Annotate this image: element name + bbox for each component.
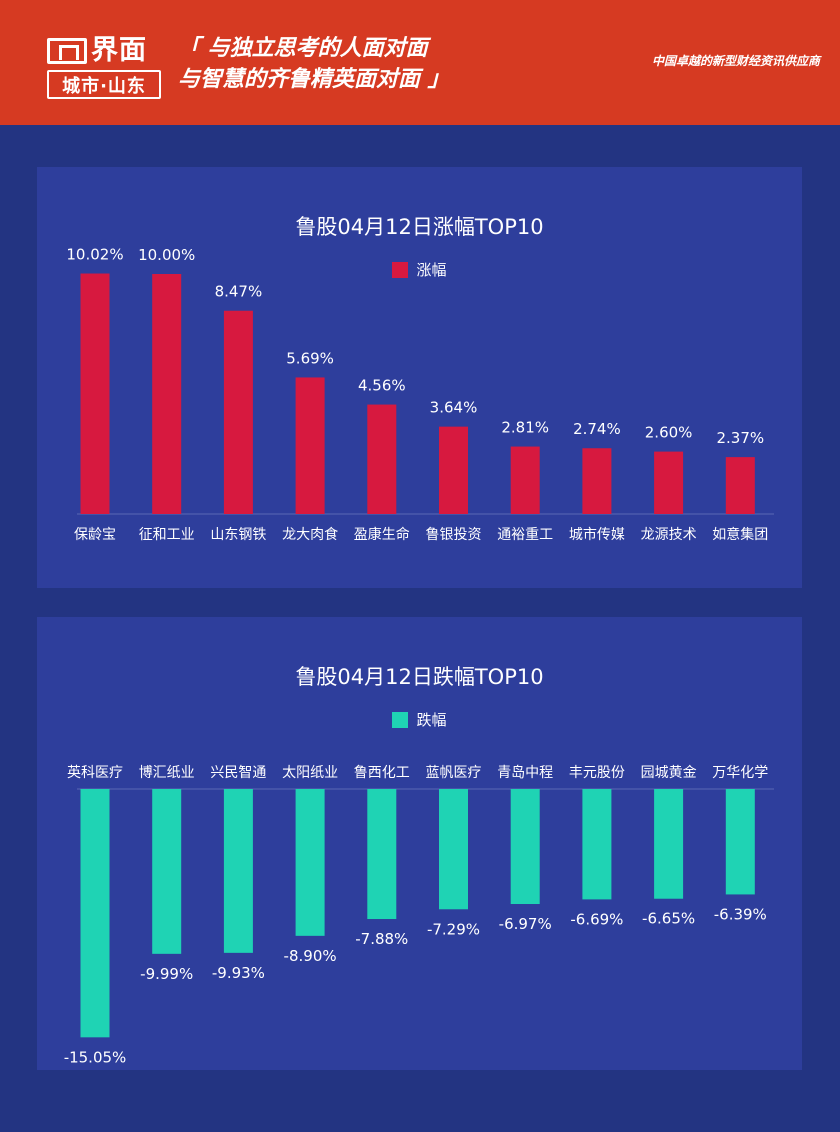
gain-category-label: 龙大肉食 xyxy=(282,526,338,543)
loss-bar xyxy=(439,789,468,910)
gain-data-label: 4.56% xyxy=(358,377,406,395)
gain-legend-label: 涨幅 xyxy=(416,261,447,279)
loss-category-label: 青岛中程 xyxy=(497,765,553,781)
logo-subtitle: 城市·山东 xyxy=(47,70,161,99)
loss-bar xyxy=(510,789,540,905)
gain-data-label: 3.64% xyxy=(430,399,478,417)
loss-category-label: 万华化学 xyxy=(712,765,768,781)
gain-category-label: 城市传媒 xyxy=(569,526,625,543)
loss-data-label: -6.97% xyxy=(499,915,552,933)
loss-data-label: -6.65% xyxy=(642,910,695,928)
gain-category-label: 如意集团 xyxy=(712,526,768,543)
loss-data-label: -9.99% xyxy=(140,965,193,983)
gain-bar xyxy=(295,377,325,514)
loss-category-label: 园城黄金 xyxy=(641,764,697,781)
loss-bar xyxy=(582,789,612,900)
gain-data-label: 10.02% xyxy=(66,246,123,264)
gain-chart-title: 鲁股04月12日涨幅TOP10 xyxy=(295,215,544,239)
gain-bar xyxy=(582,448,612,514)
gain-data-label: 10.00% xyxy=(138,246,195,264)
gain-bar xyxy=(80,273,110,514)
loss-bar xyxy=(295,789,325,936)
gain-bar xyxy=(439,426,468,514)
jiemian-logo-icon xyxy=(47,38,87,64)
loss-legend-swatch xyxy=(392,711,409,728)
gain-legend-swatch xyxy=(392,261,409,278)
gain-category-label: 龙源技术 xyxy=(641,527,697,543)
loss-bar xyxy=(80,789,110,1038)
loss-data-label: -6.39% xyxy=(714,905,767,923)
loss-bar-chart: -15.05% 英科医疗 -9.99% 博汇纸业 -9.93% 兴民智通 -8.90% 太阳纸… xyxy=(64,764,774,1066)
loss-category-label: 兴民智通 xyxy=(210,765,266,781)
loss-data-label: -8.90% xyxy=(284,947,337,965)
loss-category-label: 太阳纸业 xyxy=(282,765,338,781)
gain-bar xyxy=(725,457,755,514)
slogan: 「 与独立思考的人面对面 与智慧的齐鲁精英面对面 」 xyxy=(178,33,508,95)
loss-chart-title: 鲁股04月12日跌幅TOP10 xyxy=(295,665,544,689)
logo-name: 界面 xyxy=(91,35,147,66)
slogan-line-2: 与智慧的齐鲁精英面对面 」 xyxy=(178,67,450,92)
loss-category-label: 丰元股份 xyxy=(569,765,625,781)
gain-category-label: 盈康生命 xyxy=(354,526,410,543)
loss-legend-label: 跌幅 xyxy=(416,711,447,729)
gain-category-label: 通裕重工 xyxy=(497,527,553,543)
gain-data-label: 8.47% xyxy=(215,283,263,301)
loss-bar xyxy=(367,789,397,920)
gain-data-label: 2.60% xyxy=(645,424,693,442)
gain-category-label: 征和工业 xyxy=(139,527,195,543)
loss-data-label: -7.29% xyxy=(427,920,480,938)
gain-chart-panel: 鲁股04月12日涨幅TOP10 涨幅 10.02% 保龄宝 10.00% 征和工业 8.… xyxy=(37,167,802,588)
loss-category-label: 英科医疗 xyxy=(67,764,123,781)
loss-data-label: -7.88% xyxy=(355,930,408,948)
gain-chart-legend: 涨幅 xyxy=(37,259,802,280)
gain-data-label: 2.74% xyxy=(573,420,621,438)
loss-bar xyxy=(152,789,182,954)
loss-bar xyxy=(725,789,755,895)
gain-bar xyxy=(654,451,684,514)
loss-data-label: -15.05% xyxy=(64,1048,127,1066)
gain-category-label: 鲁银投资 xyxy=(426,527,482,543)
gain-data-label: 5.69% xyxy=(286,349,334,367)
gain-bar xyxy=(223,310,253,514)
gain-category-label: 保龄宝 xyxy=(74,527,116,543)
gain-bar xyxy=(510,446,540,514)
loss-category-label: 博汇纸业 xyxy=(139,764,195,781)
loss-bar xyxy=(654,789,684,899)
loss-category-label: 鲁西化工 xyxy=(354,765,410,781)
loss-data-label: -9.93% xyxy=(212,964,265,982)
loss-category-label: 蓝帆医疗 xyxy=(426,765,482,781)
jiemian-logo: 界面 城市·山东 xyxy=(47,35,161,99)
loss-chart-legend: 跌幅 xyxy=(37,709,802,730)
gain-bar xyxy=(367,404,397,514)
gain-bar-chart: 10.02% 保龄宝 10.00% 征和工业 8.47% 山东钢铁 5.69% 龙大肉食 4.5… xyxy=(66,246,774,543)
tagline: 中国卓越的新型财经资讯供应商 xyxy=(651,54,820,68)
header-banner: 界面 城市·山东 「 与独立思考的人面对面 与智慧的齐鲁精英面对面 」 中国卓越… xyxy=(0,0,840,125)
slogan-line-1: 「 与独立思考的人面对面 xyxy=(178,36,428,61)
gain-bar xyxy=(152,274,182,514)
loss-data-label: -6.69% xyxy=(570,910,623,928)
loss-bar xyxy=(223,789,253,953)
gain-data-label: 2.37% xyxy=(716,429,764,447)
gain-category-label: 山东钢铁 xyxy=(210,527,266,543)
loss-chart-panel: 鲁股04月12日跌幅TOP10 跌幅 -15.05% 英科医疗 -9.99% 博汇纸业… xyxy=(37,617,802,1070)
gain-data-label: 2.81% xyxy=(501,419,549,437)
